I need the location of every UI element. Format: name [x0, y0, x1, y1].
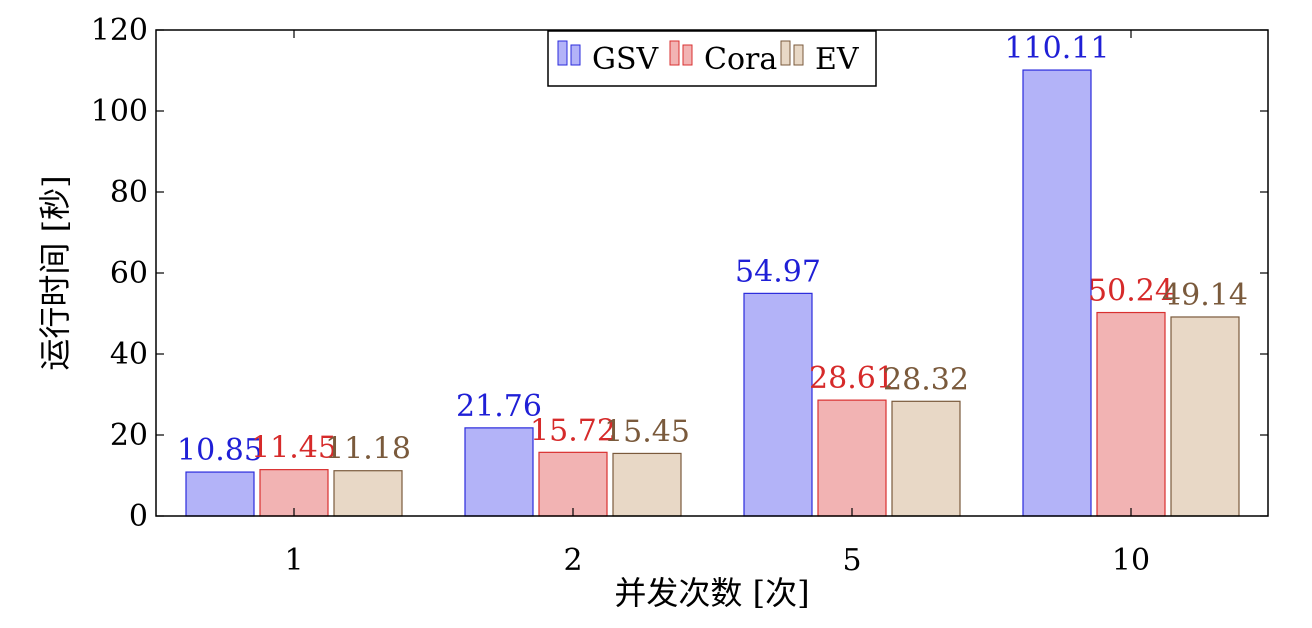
data-label-ev: 28.32 — [883, 362, 969, 397]
bar-ev-2 — [612, 452, 682, 517]
bar-cora-2 — [538, 451, 608, 517]
bar-gsv-10 — [1022, 69, 1092, 517]
legend-box — [547, 30, 877, 87]
y-tick-label: 120 — [91, 13, 148, 48]
x-tick-label: 5 — [842, 543, 861, 578]
bar-cora-5 — [817, 399, 887, 517]
y-axis: 0 20 40 60 80 100 120 — [91, 13, 1268, 534]
data-label-cora: 28.61 — [809, 361, 895, 396]
x-tick-label: 1 — [284, 543, 303, 578]
legend-swatch-ev — [780, 40, 791, 66]
x-tick-label: 2 — [563, 543, 582, 578]
x-axis: 1 2 5 10 — [284, 30, 1150, 578]
bars-layer — [185, 69, 1240, 517]
y-tick-label: 80 — [110, 175, 148, 210]
y-tick-label: 60 — [110, 256, 148, 291]
bar-gsv-5 — [743, 292, 813, 517]
y-tick-label: 40 — [110, 337, 148, 372]
legend-swatch-gsv — [557, 40, 568, 66]
bar-gsv-1 — [185, 471, 255, 517]
data-label-gsv: 54.97 — [735, 254, 821, 289]
bar-ev-10 — [1170, 316, 1240, 517]
legend-swatch-cora-b — [682, 44, 693, 66]
bar-cora-10 — [1096, 311, 1166, 517]
data-label-gsv: 10.85 — [177, 433, 263, 468]
x-tick-label: 10 — [1112, 543, 1150, 578]
legend-swatch-gsv-b — [570, 44, 581, 66]
data-label-ev: 11.18 — [325, 432, 411, 467]
y-tick-label: 100 — [91, 94, 148, 129]
data-label-cora: 15.72 — [530, 413, 616, 448]
bar-ev-5 — [891, 400, 961, 517]
legend: GSV Cora EV — [547, 30, 877, 87]
bar-ev-1 — [333, 470, 403, 517]
legend-label-gsv: GSV — [592, 42, 660, 77]
legend-swatch-ev-b — [793, 44, 804, 66]
data-label-ev: 49.14 — [1162, 278, 1248, 313]
data-label-ev: 15.45 — [604, 414, 690, 449]
data-label-cora: 50.24 — [1088, 274, 1174, 309]
legend-swatch-cora — [669, 40, 680, 66]
data-label-gsv: 110.11 — [1005, 31, 1110, 66]
y-tick-label: 20 — [110, 418, 148, 453]
data-label-cora: 11.45 — [251, 431, 337, 466]
value-labels-layer: 10.85 21.76 54.97 110.11 11.45 15.72 28.61 50.2… — [177, 31, 1248, 468]
data-label-gsv: 21.76 — [456, 389, 542, 424]
legend-label-ev: EV — [815, 42, 860, 77]
legend-label-cora: Cora — [704, 42, 777, 77]
y-axis-label: 运行时间 [秒] — [36, 175, 74, 370]
bar-gsv-2 — [464, 427, 534, 517]
y-tick-label: 0 — [129, 499, 148, 534]
x-axis-label: 并发次数 [次] — [614, 574, 809, 612]
